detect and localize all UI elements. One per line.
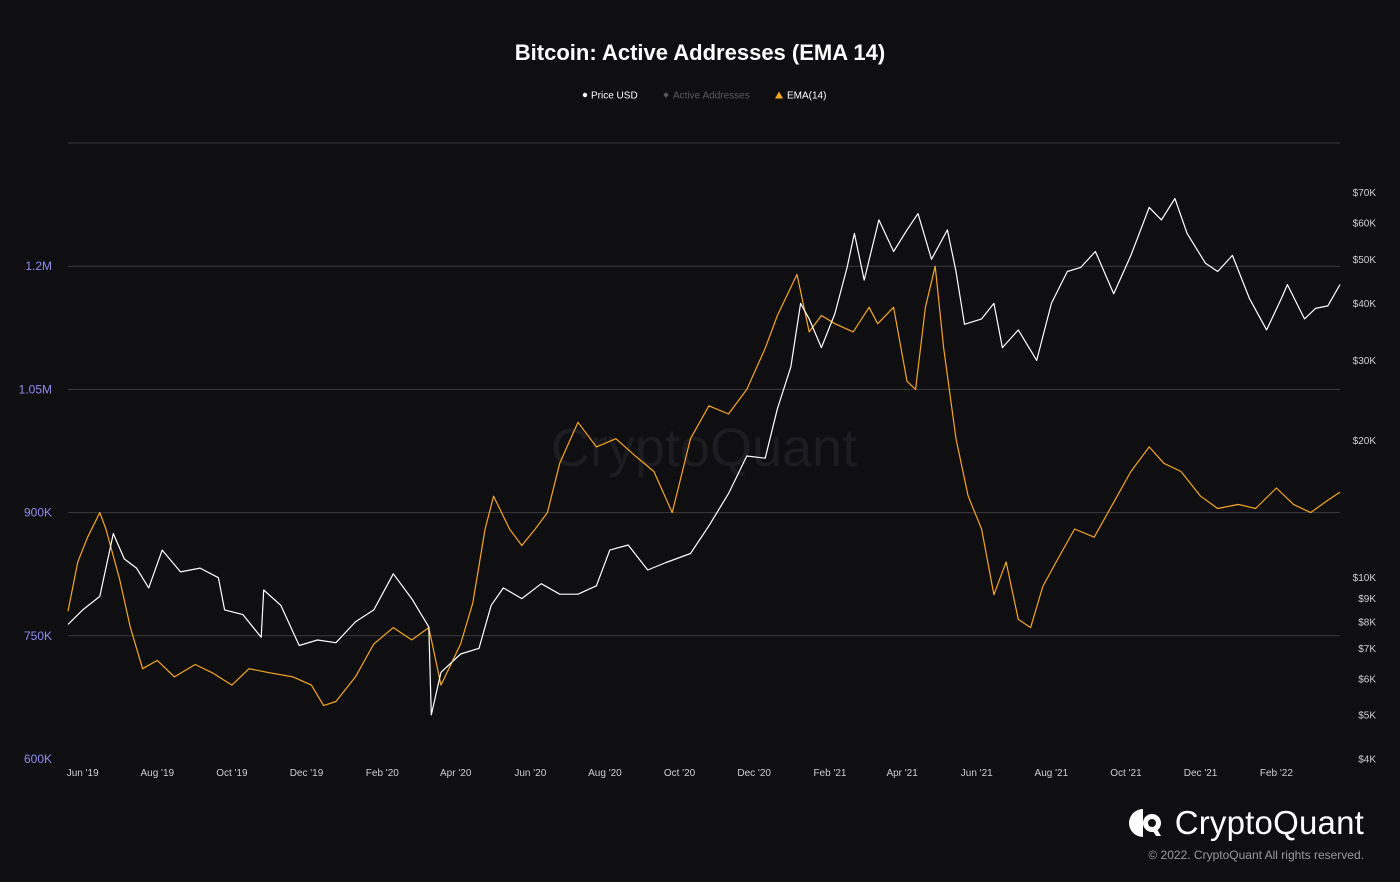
- x-tick-label: Jun '21: [961, 768, 993, 779]
- legend-marker-price: [582, 92, 588, 98]
- y-right-tick-label: $40K: [1353, 299, 1377, 310]
- legend-label-ema: EMA(14): [787, 91, 826, 102]
- brand-logo-block: CryptoQuant: [1125, 800, 1364, 846]
- y-right-tick-label: $8K: [1358, 617, 1376, 628]
- y-right-tick-label: $4K: [1358, 755, 1376, 766]
- x-tick-label: Apr '20: [440, 768, 472, 779]
- x-tick-label: Jun '19: [67, 768, 99, 779]
- y-right-tick-label: $7K: [1358, 644, 1376, 655]
- grid: [68, 265, 1340, 637]
- copyright-text: © 2022. CryptoQuant All rights reserved.: [1148, 848, 1364, 862]
- x-tick-label: Dec '20: [737, 768, 771, 779]
- watermark: CryptoQuant: [551, 418, 857, 478]
- x-tick-label: Oct '20: [664, 768, 696, 779]
- x-tick-label: Feb '20: [366, 768, 399, 779]
- y-left-tick-label: 1.2M: [25, 259, 52, 273]
- x-tick-label: Apr '21: [886, 768, 918, 779]
- x-tick-label: Oct '19: [216, 768, 248, 779]
- legend-item-ema[interactable]: EMA(14): [775, 91, 826, 102]
- legend-item-price[interactable]: Price USD: [582, 91, 638, 102]
- x-tick-label: Jun '20: [514, 768, 546, 779]
- y-right-tick-label: $20K: [1353, 436, 1377, 447]
- x-tick-label: Feb '21: [813, 768, 846, 779]
- x-tick-label: Dec '21: [1184, 768, 1218, 779]
- cryptoquant-logo-icon: [1128, 809, 1161, 837]
- y-right-tick-label: $6K: [1358, 674, 1376, 685]
- legend-item-active-addresses[interactable]: Active Addresses: [663, 91, 750, 102]
- series-line-ema-14: [67, 265, 1341, 707]
- y-left-tick-label: 600K: [24, 752, 52, 766]
- x-tick-label: Aug '21: [1035, 768, 1069, 779]
- y-right-tick-label: $50K: [1353, 255, 1377, 266]
- y-right-tick-label: $70K: [1353, 188, 1377, 199]
- y-left-tick-label: 1.05M: [19, 382, 52, 396]
- series-line-price-usd: [67, 197, 1341, 716]
- y-right-axis: $4K $5K $6K $7K $8K $9K $10K $20K $30K $40K $50K $6…: [1353, 188, 1377, 765]
- y-right-tick-label: $5K: [1358, 710, 1376, 721]
- x-tick-label: Dec '19: [290, 768, 324, 779]
- plot-area: [67, 197, 1341, 716]
- legend-marker-active-addresses: [663, 92, 669, 98]
- legend-label-active-addresses: Active Addresses: [673, 91, 750, 102]
- legend-label-price: Price USD: [591, 91, 638, 102]
- y-left-tick-label: 900K: [24, 506, 52, 520]
- y-right-tick-label: $30K: [1353, 356, 1377, 367]
- brand-name: CryptoQuant: [1174, 804, 1364, 841]
- x-axis: Jun '19 Aug '19 Oct '19 Dec '19 Feb '20 Apr '…: [67, 768, 1294, 779]
- chart-title: Bitcoin: Active Addresses (EMA 14): [515, 40, 885, 65]
- y-left-axis: 600K 750K 900K 1.05M 1.2M: [19, 259, 52, 766]
- y-right-tick-label: $9K: [1358, 594, 1376, 605]
- x-tick-label: Feb '22: [1260, 768, 1293, 779]
- x-tick-label: Aug '19: [140, 768, 174, 779]
- x-tick-label: Oct '21: [1110, 768, 1142, 779]
- y-right-tick-label: $60K: [1353, 219, 1377, 230]
- legend-marker-ema: [775, 91, 783, 99]
- x-tick-label: Aug '20: [588, 768, 622, 779]
- y-right-tick-label: $10K: [1353, 573, 1377, 584]
- legend: Price USD Active Addresses EMA(14): [582, 91, 826, 102]
- y-left-tick-label: 750K: [24, 629, 52, 643]
